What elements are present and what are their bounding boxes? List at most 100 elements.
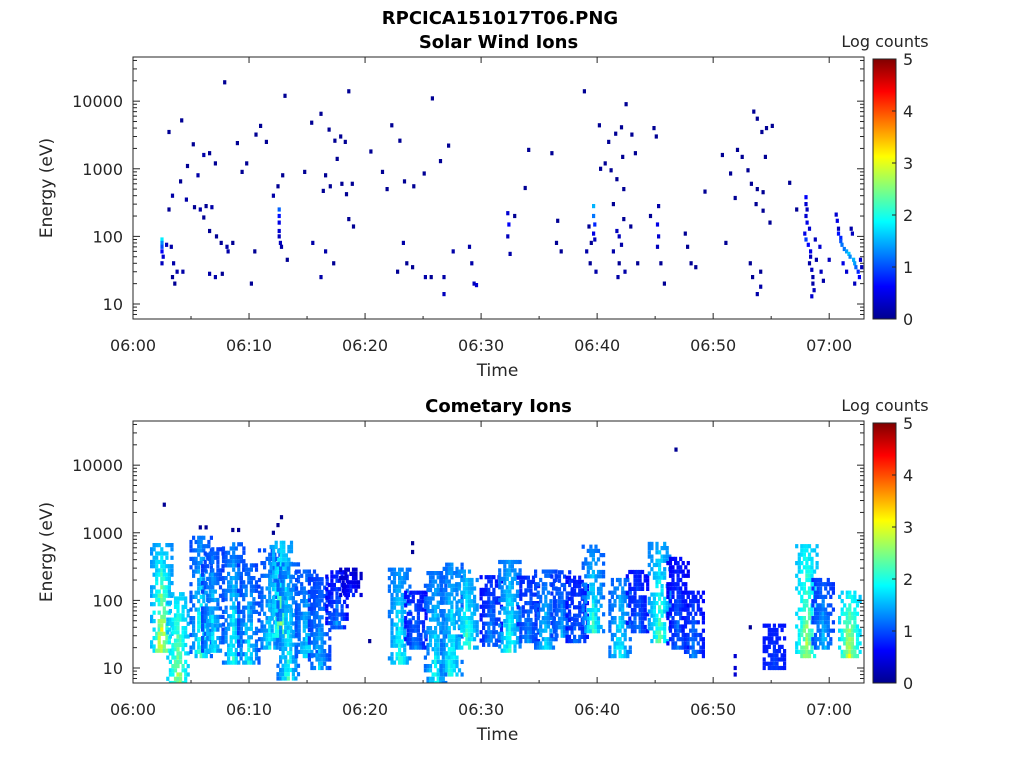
data-cell (281, 672, 285, 677)
data-cell (819, 611, 823, 616)
data-cell (853, 649, 857, 654)
data-cell (184, 626, 188, 631)
data-cell (395, 609, 399, 614)
data-cell (484, 592, 488, 597)
data-cell (623, 590, 627, 595)
data-cell (305, 616, 309, 621)
data-cell (392, 567, 397, 572)
data-cell (597, 123, 601, 128)
data-cell (767, 636, 771, 641)
data-cell (325, 657, 329, 662)
data-cell (234, 554, 238, 560)
data-cell (320, 632, 324, 637)
data-cell (460, 634, 464, 639)
data-cell (487, 625, 491, 630)
data-cell (853, 261, 857, 266)
data-cell (802, 654, 806, 659)
data-cell (300, 616, 304, 621)
data-cell (663, 601, 667, 606)
data-cell (232, 601, 236, 606)
data-cell (800, 586, 804, 591)
heatmap-cells (150, 447, 862, 683)
data-cell (281, 587, 285, 592)
data-cell (465, 582, 469, 587)
data-cell (294, 663, 298, 668)
data-cell (155, 581, 159, 586)
data-cell (199, 654, 203, 659)
data-cell (436, 676, 440, 681)
data-cell (257, 548, 262, 553)
data-cell (591, 608, 595, 613)
data-cell (254, 609, 259, 614)
data-cell (544, 582, 548, 587)
data-cell (831, 628, 835, 633)
data-cell (508, 585, 512, 590)
data-cell (560, 570, 564, 575)
data-cell (763, 154, 767, 159)
data-cell (550, 582, 554, 588)
data-cell (683, 620, 688, 625)
data-cell (450, 664, 454, 669)
data-cell (242, 614, 246, 619)
data-cell (307, 611, 311, 616)
data-cell (426, 664, 430, 669)
data-cell (300, 586, 304, 591)
data-cell (671, 641, 675, 646)
data-cell (578, 634, 582, 639)
data-cell (537, 639, 541, 644)
data-cell (603, 161, 607, 166)
data-cell (434, 659, 438, 664)
data-cell (826, 577, 830, 583)
data-cell (305, 577, 309, 583)
data-cell (503, 619, 507, 624)
data-cell (602, 561, 606, 566)
data-cell (556, 218, 560, 223)
data-cell (767, 644, 771, 649)
data-cell (767, 632, 771, 637)
data-cell (526, 613, 530, 618)
data-cell (218, 568, 223, 573)
data-cell (224, 563, 228, 568)
data-cell (281, 676, 285, 681)
data-cell (850, 649, 854, 654)
data-cell (442, 579, 446, 584)
data-cell (513, 627, 517, 632)
data-cell (318, 653, 322, 658)
data-cell (819, 586, 823, 591)
data-cell (465, 607, 469, 612)
data-cell (282, 540, 286, 545)
data-cell (549, 641, 553, 646)
data-cell (162, 502, 166, 507)
data-cell (234, 605, 238, 610)
data-cell (206, 627, 210, 632)
data-cell (635, 574, 640, 579)
data-cell (421, 641, 426, 646)
data-cell (460, 645, 464, 650)
data-cell (289, 574, 293, 580)
data-cell (281, 642, 285, 647)
data-cell (445, 668, 449, 673)
data-cell (492, 630, 496, 635)
data-cell (234, 597, 238, 602)
data-cell (275, 645, 279, 650)
data-cell (295, 611, 299, 616)
data-cell (652, 634, 656, 639)
data-cell (395, 584, 399, 589)
data-cell (658, 592, 662, 597)
data-cell (295, 654, 299, 659)
data-cell (762, 657, 766, 662)
data-cell (510, 585, 514, 590)
data-cell (455, 604, 459, 609)
data-cell (289, 634, 293, 639)
data-cell (686, 569, 690, 574)
data-cell (431, 596, 435, 601)
data-cell (232, 546, 236, 551)
data-cell (181, 604, 185, 609)
data-cell (451, 249, 455, 254)
data-cell (797, 637, 801, 642)
data-cell (772, 632, 776, 637)
data-cell (189, 582, 193, 587)
data-cell (162, 648, 166, 653)
